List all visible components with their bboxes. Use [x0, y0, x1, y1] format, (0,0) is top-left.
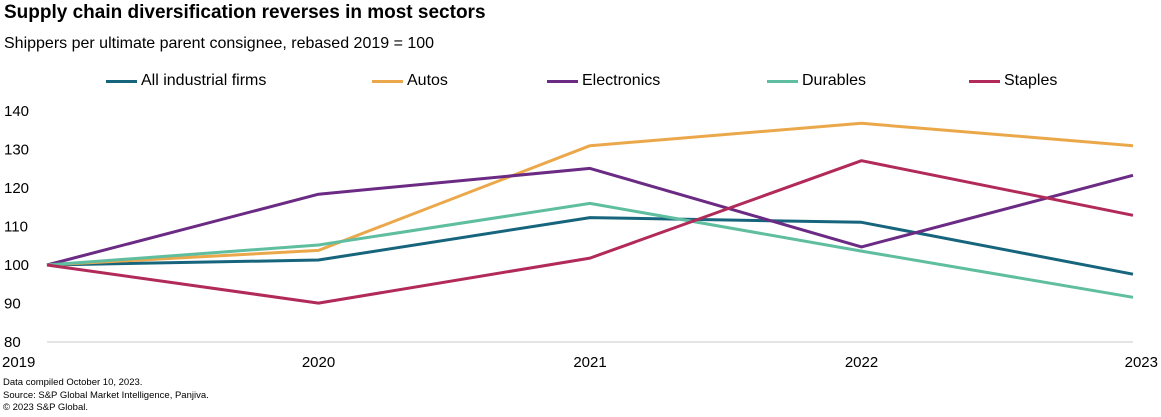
series-line-electronics: [46, 166, 1134, 267]
series-line-autos: [46, 121, 1134, 267]
legend-swatch: [106, 79, 137, 83]
legend-item-autos: Autos: [372, 72, 448, 90]
legend-swatch: [547, 79, 578, 83]
series-line-all-industrial-firms: [46, 216, 1134, 276]
legend-item-staples: Staples: [969, 72, 1057, 90]
note-date: Data compiled October 10, 2023.: [3, 377, 143, 388]
legend-item-electronics: Electronics: [547, 72, 660, 90]
y-tick-label: 90: [4, 296, 21, 313]
series-line-staples: [46, 159, 1134, 305]
y-tick-label: 80: [4, 334, 21, 351]
y-tick-label: 100: [4, 257, 29, 274]
legend-label: Staples: [1004, 72, 1058, 89]
x-tick-label: 2022: [845, 354, 878, 371]
chart-title: Supply chain diversification reverses in…: [4, 2, 486, 23]
chart-subtitle: Shippers per ultimate parent consignee, …: [4, 35, 435, 52]
x-tick-label: 2021: [573, 354, 606, 371]
y-tick-label: 140: [4, 103, 29, 120]
legend-label: Electronics: [582, 72, 661, 89]
x-tick-label: 2019: [2, 354, 35, 371]
legend-label: Autos: [407, 72, 448, 89]
y-tick-label: 110: [4, 219, 28, 236]
x-tick-label: 2023: [1125, 354, 1158, 371]
note-source: Source: S&P Global Market Intelligence, …: [3, 389, 209, 401]
series-layer: [46, 121, 1134, 305]
series-line-durables: [46, 201, 1134, 299]
y-tick-label: 120: [4, 180, 29, 197]
x-tick-label: 2020: [302, 354, 335, 371]
legend-swatch: [969, 79, 1000, 83]
legend-label: All industrial firms: [141, 72, 267, 89]
legend-item-durables: Durables: [767, 72, 866, 90]
legend-label: Durables: [802, 72, 867, 89]
y-axis: 80 90 100 110 120 130 140: [4, 103, 29, 351]
legend: All industrial firms Autos Electronics D…: [0, 72, 1161, 94]
x-axis: 2019 2020 2021 2022 2023: [2, 354, 1158, 371]
note-copyright: © 2023 S&P Global.: [3, 402, 88, 413]
chart-notes: Data compiled October 10, 2023. Source: …: [3, 377, 209, 415]
y-tick-label: 130: [4, 142, 29, 159]
legend-swatch: [372, 79, 403, 83]
legend-item-all-industrial-firms: All industrial firms: [106, 72, 266, 90]
legend-swatch: [767, 79, 798, 83]
